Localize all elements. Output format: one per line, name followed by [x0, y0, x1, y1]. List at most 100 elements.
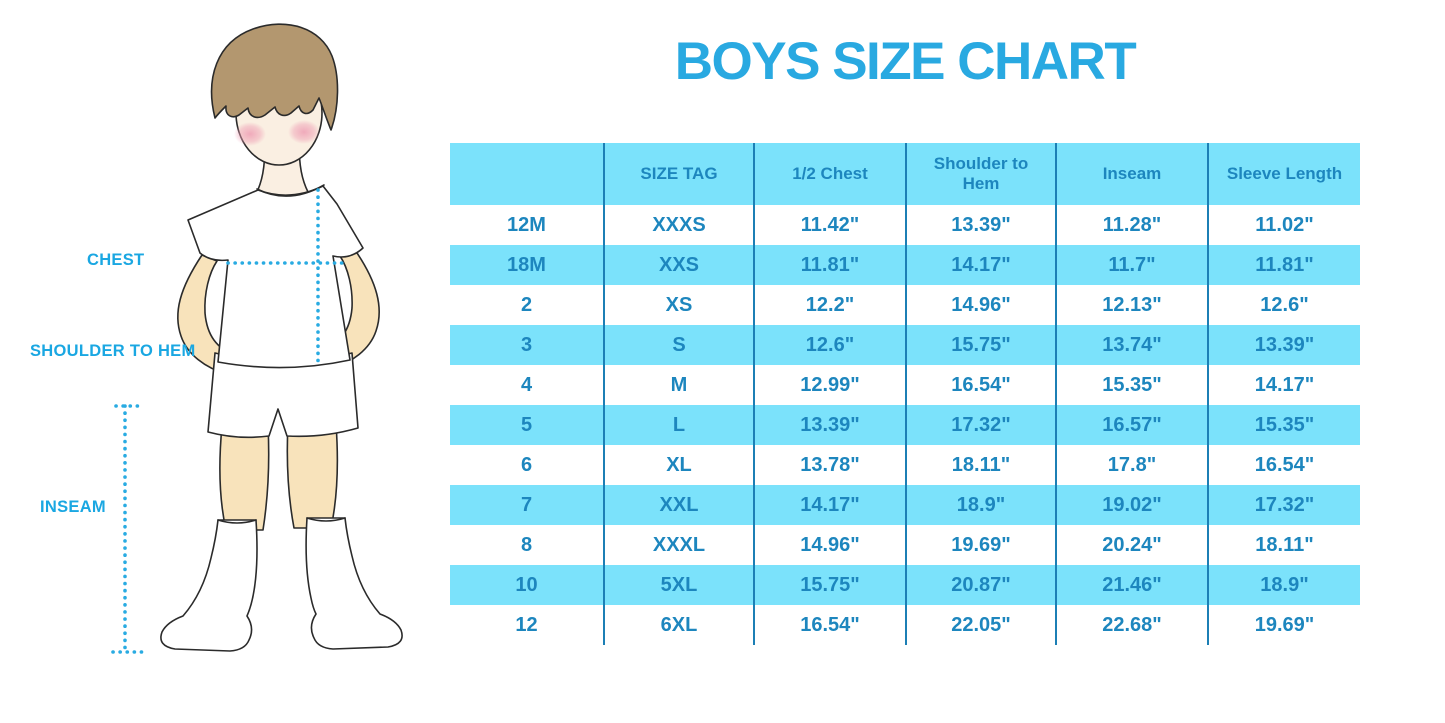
size-value-cell: 22.05"	[905, 605, 1055, 645]
size-value-cell: 12.6"	[753, 325, 905, 365]
right-leg	[286, 423, 339, 529]
size-value-cell: 13.74"	[1055, 325, 1207, 365]
size-value-cell: 11.81"	[1207, 245, 1360, 285]
size-value-cell: 20.87"	[905, 565, 1055, 605]
size-value-cell: 12.6"	[1207, 285, 1360, 325]
table-row: 18M XXS 11.81" 14.17" 11.7" 11.81"	[450, 245, 1360, 285]
size-value-cell: 14.96"	[753, 525, 905, 565]
table-row: 12 6XL 16.54" 22.05" 22.68" 19.69"	[450, 605, 1360, 645]
row-label-cell: 6	[520, 454, 533, 476]
blush-left	[234, 122, 266, 146]
size-value-cell: 15.75"	[905, 325, 1055, 365]
row-label-cell: 8	[520, 534, 533, 556]
right-sock	[305, 517, 403, 650]
size-value-cell: XS	[603, 285, 753, 325]
size-value-cell: L	[603, 405, 753, 445]
inseam-label: INSEAM	[40, 498, 106, 516]
size-value-cell: 15.35"	[1207, 405, 1360, 445]
measurement-figure-panel: CHEST SHOULDER TO HEM INSEAM	[0, 0, 450, 723]
header-cell: Inseam	[1055, 143, 1207, 205]
table-row: 3 S 12.6" 15.75" 13.74" 13.39"	[450, 325, 1360, 365]
sock-cuff-right	[306, 517, 346, 522]
boy-illustration	[111, 23, 403, 654]
size-value-cell: 13.39"	[1207, 325, 1360, 365]
table-row: 12M XXXS 11.42" 13.39" 11.28" 11.02"	[450, 205, 1360, 245]
shoulder-to-hem-label: SHOULDER TO HEM	[30, 342, 196, 360]
size-value-cell: 12.13"	[1055, 285, 1207, 325]
blush-right	[288, 120, 320, 144]
size-value-cell: 18.11"	[1207, 525, 1360, 565]
table-header-row: SIZE TAG 1/2 Chest Shoulder to Hem Inseam Sl…	[450, 143, 1360, 205]
page-title: BOYS SIZE CHART	[674, 32, 1137, 91]
size-value-cell: 19.69"	[905, 525, 1055, 565]
size-value-cell: 19.69"	[1207, 605, 1360, 645]
table-row: 8 XXXL 14.96" 19.69" 20.24" 18.11"	[450, 525, 1360, 565]
chest-label: CHEST	[87, 251, 145, 269]
row-label-cell: 7	[520, 494, 533, 516]
size-value-cell: 19.02"	[1055, 485, 1207, 525]
hair	[210, 23, 339, 131]
size-value-cell: 11.7"	[1055, 245, 1207, 285]
left-leg	[219, 425, 270, 531]
size-value-cell: 15.75"	[753, 565, 905, 605]
table-row: 10 5XL 15.75" 20.87" 21.46" 18.9"	[450, 565, 1360, 605]
row-label-cell: 12M	[507, 214, 546, 236]
size-value-cell: 5XL	[603, 565, 753, 605]
size-value-cell: S	[603, 325, 753, 365]
size-value-cell: 15.35"	[1055, 365, 1207, 405]
size-value-cell: 14.17"	[753, 485, 905, 525]
size-value-cell: 14.96"	[905, 285, 1055, 325]
size-value-cell: XXS	[603, 245, 753, 285]
row-label-cell: 18M	[507, 254, 546, 276]
size-value-cell: 13.78"	[753, 445, 905, 485]
size-value-cell: 14.17"	[1207, 365, 1360, 405]
header-cell: Sleeve Length	[1207, 143, 1360, 205]
size-value-cell: XXL	[603, 485, 753, 525]
size-value-cell: 11.42"	[753, 205, 905, 245]
left-sock	[160, 519, 258, 652]
size-value-cell: 17.32"	[905, 405, 1055, 445]
table-row: 7 XXL 14.17" 18.9" 19.02" 17.32"	[450, 485, 1360, 525]
table-row: 5 L 13.39" 17.32" 16.57" 15.35"	[450, 405, 1360, 445]
size-value-cell: 11.81"	[753, 245, 905, 285]
size-table: SIZE TAG 1/2 Chest Shoulder to Hem Inseam Sl…	[450, 143, 1360, 645]
size-value-cell: 18.11"	[905, 445, 1055, 485]
size-value-cell: 16.57"	[1055, 405, 1207, 445]
size-value-cell: 18.9"	[1207, 565, 1360, 605]
size-value-cell: XXXS	[603, 205, 753, 245]
table-row: 6 XL 13.78" 18.11" 17.8" 16.54"	[450, 445, 1360, 485]
size-value-cell: 11.28"	[1055, 205, 1207, 245]
header-cell	[450, 143, 603, 205]
size-value-cell: 16.54"	[1207, 445, 1360, 485]
size-value-cell: XXXL	[603, 525, 753, 565]
table-row: 4 M 12.99" 16.54" 15.35" 14.17"	[450, 365, 1360, 405]
size-value-cell: 11.02"	[1207, 205, 1360, 245]
size-value-cell: 17.32"	[1207, 485, 1360, 525]
row-label-cell: 10	[515, 574, 538, 596]
size-value-cell: M	[603, 365, 753, 405]
size-value-cell: 18.9"	[905, 485, 1055, 525]
row-label-cell: 12	[515, 614, 538, 636]
table-row: 2 XS 12.2" 14.96" 12.13" 12.6"	[450, 285, 1360, 325]
size-value-cell: 20.24"	[1055, 525, 1207, 565]
size-value-cell: 12.2"	[753, 285, 905, 325]
row-label-cell: 2	[520, 294, 533, 316]
header-cell: 1/2 Chest	[753, 143, 905, 205]
size-value-cell: 16.54"	[905, 365, 1055, 405]
size-value-cell: 21.46"	[1055, 565, 1207, 605]
row-label-cell: 3	[520, 334, 533, 356]
size-value-cell: 13.39"	[905, 205, 1055, 245]
row-label-cell: 5	[520, 414, 533, 436]
header-cell: Shoulder to Hem	[905, 143, 1055, 205]
size-value-cell: 22.68"	[1055, 605, 1207, 645]
row-label-cell: 4	[520, 374, 533, 396]
size-value-cell: 14.17"	[905, 245, 1055, 285]
size-value-cell: 12.99"	[753, 365, 905, 405]
size-value-cell: 13.39"	[753, 405, 905, 445]
size-value-cell: 6XL	[603, 605, 753, 645]
header-cell: SIZE TAG	[603, 143, 753, 205]
size-value-cell: 17.8"	[1055, 445, 1207, 485]
size-value-cell: 16.54"	[753, 605, 905, 645]
size-value-cell: XL	[603, 445, 753, 485]
sock-cuff-left	[217, 519, 257, 524]
